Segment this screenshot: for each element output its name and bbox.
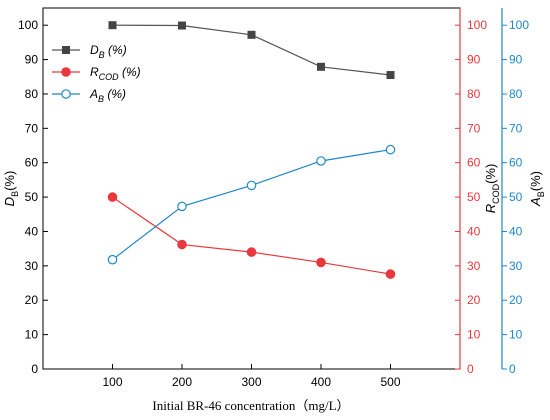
data-point <box>177 239 187 250</box>
y-tick-label: 90 <box>25 53 39 67</box>
data-point <box>316 257 326 268</box>
y-tick-label: 10 <box>25 328 39 342</box>
legend-entry-suffix: (%) <box>104 87 126 101</box>
legend-marker <box>61 89 71 99</box>
y-axis-label-suffix: (%) <box>528 171 543 191</box>
legend-entry-main: R <box>90 65 99 79</box>
y-tick-label: 30 <box>509 259 523 273</box>
data-point <box>316 156 326 166</box>
y-tick-label: 100 <box>18 18 38 32</box>
y-tick-label: 30 <box>467 259 481 273</box>
data-point <box>246 247 257 257</box>
y-tick-label: 0 <box>31 362 38 376</box>
x-axis: 100 200 300 400 500 <box>102 364 401 389</box>
y-tick-label: 70 <box>25 121 39 135</box>
data-point <box>246 180 257 191</box>
y-tick-label: 80 <box>467 87 481 101</box>
legend-marker <box>62 46 70 54</box>
x-tick-label: 500 <box>380 375 400 389</box>
data-point <box>177 201 187 212</box>
y-tick-label: 80 <box>25 87 39 101</box>
y-tick-label: 100 <box>509 18 529 32</box>
y-axis-label-main: A <box>528 197 543 207</box>
y-axis-label-suffix: (%) <box>483 164 498 184</box>
data-point <box>385 269 396 279</box>
y-axis-label: DB(%) <box>2 171 20 207</box>
legend-entry-sub: B <box>98 94 104 104</box>
y-tick-label: 40 <box>509 224 523 238</box>
y-axis-label-sub: B <box>10 191 20 197</box>
x-tick-label: 100 <box>102 375 122 389</box>
y-tick-label: 60 <box>467 156 481 170</box>
y-tick-label: 50 <box>467 190 481 204</box>
y-tick-label: 0 <box>467 362 474 376</box>
legend-marker <box>61 67 71 77</box>
y-tick-label: 90 <box>467 53 481 67</box>
data-point <box>107 254 118 265</box>
y-axis-label-sub: COD <box>491 183 501 204</box>
legend-entry: DB (%) <box>90 43 127 60</box>
y-tick-label: 60 <box>509 156 523 170</box>
y-tick-label: 20 <box>25 293 39 307</box>
y-tick-label: 40 <box>25 224 39 238</box>
x-tick-label: 200 <box>172 375 192 389</box>
y-axis-label-main: R <box>483 204 498 213</box>
x-tick-label: 400 <box>311 375 331 389</box>
data-point <box>178 21 186 30</box>
y-axis-label-main: D <box>2 197 17 206</box>
y-tick-label: 10 <box>467 328 481 342</box>
x-tick-label: 300 <box>241 375 261 389</box>
y-tick-label: 60 <box>25 156 39 170</box>
y-tick-label: 20 <box>509 293 523 307</box>
legend-entry-main: D <box>90 43 99 57</box>
y-axis-label: RCOD(%) <box>483 164 501 214</box>
series-layer <box>107 21 396 279</box>
y-tick-label: 90 <box>509 53 523 67</box>
y-tick-label: 70 <box>467 121 481 135</box>
legend-entry-suffix: (%) <box>105 43 127 57</box>
legend-entry-main: A <box>89 87 98 101</box>
data-point <box>107 192 118 202</box>
y-axis-label: AB(%) <box>528 171 546 207</box>
legend: DB (%)RCOD (%)AB (%) <box>52 43 141 104</box>
legend-entry: RCOD (%) <box>90 65 141 82</box>
y-tick-label: 70 <box>509 121 523 135</box>
left-y-axis: 0 10 20 30 40 50 60 70 80 90 100 DB(%) <box>2 18 48 376</box>
y-tick-label: 80 <box>509 87 523 101</box>
data-point <box>247 30 256 39</box>
y-tick-label: 30 <box>25 259 39 273</box>
y-axis-label-suffix: (%) <box>2 171 17 191</box>
legend-entry-sub: B <box>99 50 105 60</box>
legend-entry-sub: COD <box>99 72 120 82</box>
right-y-axis-rcod: 0 10 20 30 40 50 60 70 80 90 100 RCOD(%) <box>455 8 501 376</box>
legend-entry: AB (%) <box>89 87 126 104</box>
x-axis-label: Initial BR-46 concentration（mg/L） <box>152 398 349 413</box>
y-tick-label: 0 <box>509 362 516 376</box>
y-tick-label: 40 <box>467 224 481 238</box>
data-point <box>385 144 396 155</box>
y-axis-label-sub: B <box>536 191 546 197</box>
y-tick-label: 100 <box>467 18 487 32</box>
y-tick-label: 50 <box>25 190 39 204</box>
y-tick-label: 10 <box>509 328 523 342</box>
legend-entry-suffix: (%) <box>119 65 141 79</box>
data-point <box>108 21 117 30</box>
y-tick-label: 50 <box>509 190 523 204</box>
y-tick-label: 20 <box>467 293 481 307</box>
data-point <box>317 62 325 71</box>
data-point <box>386 71 395 80</box>
right-y-axis-ab: 0 10 20 30 40 50 60 70 80 90 100 AB(%) <box>501 8 546 376</box>
